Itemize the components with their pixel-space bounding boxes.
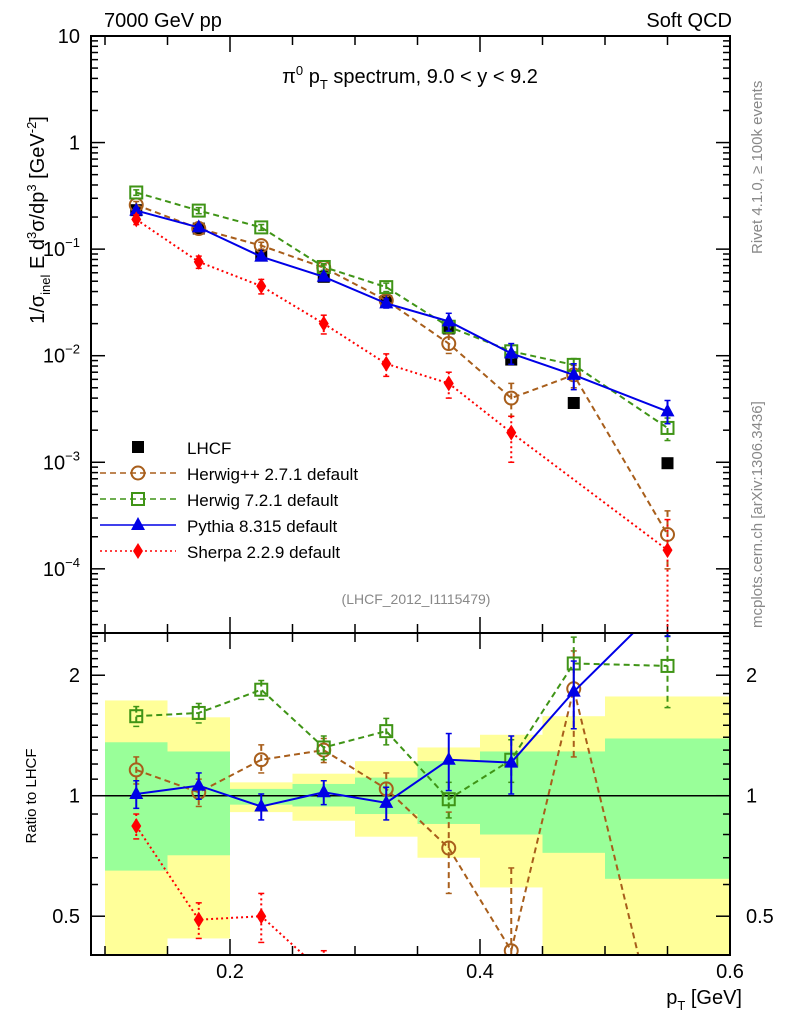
main-point-sherpa-2-2-9-default [193, 253, 204, 270]
main-point-herwig-7-2-1-default [254, 220, 269, 235]
main-point-herwig-7-2-1-default [129, 185, 144, 200]
main-point-herwig-2-7-1-default [503, 390, 519, 406]
ratio-point-pythia-8-315-default [129, 785, 144, 799]
ratio-band-inner [542, 751, 605, 853]
ratio-y-axis-label: Ratio to LHCF [23, 748, 40, 843]
ratio-y-tick-label-right: 1 [746, 786, 757, 808]
main-y-tick-label: 10−1 [43, 235, 80, 261]
ratio-plot-frame [90, 632, 731, 956]
legend-marker [133, 543, 143, 559]
x-tick-label: 0.4 [466, 961, 494, 983]
ratio-band-inner [605, 738, 730, 879]
ratio-point-pythia-8-315-default [661, 591, 675, 604]
ratio-point-herwig-2-7-1-default [253, 752, 269, 768]
legend-marker [130, 465, 146, 481]
main-point-pythia-8-315-default [129, 202, 144, 216]
plot-title: π0 pT spectrum, 9.0 < y < 9.2 [282, 63, 538, 92]
ratio-point-herwig-7-2-1-default [316, 740, 331, 755]
ratio-point-pythia-8-315-default [379, 794, 394, 808]
main-point-pythia-8-315-default [379, 295, 394, 309]
main-point-sherpa-2-2-9-default [506, 424, 517, 441]
header-right: Soft QCD [646, 10, 732, 32]
main-point-sherpa-2-2-9-default [318, 315, 329, 332]
ratio-point-herwig-2-7-1-default [128, 762, 144, 778]
main-y-tick-label: 10 [58, 26, 80, 48]
x-axis-label: pT [GeV] [666, 987, 742, 1013]
legend: LHCF Herwig++ 2.7.1 default Herwig 7.2.1 d… [100, 439, 358, 562]
ratio-point-sherpa-2-2-9-default [193, 911, 204, 928]
rivet-version-label: Rivet 4.1.0, ≥ 100k events [749, 81, 766, 254]
ratio-point-pythia-8-315-default [566, 683, 581, 697]
ratio-point-pythia-8-315-default [191, 777, 206, 791]
ratio-point-sherpa-2-2-9-default [256, 908, 267, 925]
ratio-point-sherpa-2-2-9-default [319, 965, 329, 981]
main-point-sherpa-2-2-9-default [662, 542, 673, 559]
main-y-tick-label: 10−3 [43, 448, 80, 474]
main-point-pythia-8-315-default [566, 366, 581, 380]
ratio-point-herwig-2-7-1-default [503, 943, 519, 955]
ratio-point-sherpa-2-2-9-default [131, 818, 142, 835]
x-tick-label: 0.2 [216, 961, 244, 983]
main-point-pythia-8-315-default [254, 248, 269, 262]
ratio-point-pythia-8-315-default [504, 754, 519, 768]
ratio-point-herwig-7-2-1-default [441, 792, 456, 807]
ratio-point-herwig-7-2-1-default [254, 682, 269, 697]
main-point-pythia-8-315-default [316, 268, 331, 282]
main-point-sherpa-2-2-9-default [443, 375, 454, 392]
ratio-point-pythia-8-315-default [316, 784, 331, 798]
ratio-point-pythia-8-315-default [441, 751, 456, 765]
axes: 10 1 10−1 10−2 10−3 10−4 0.5 0.5 1 1 2 2 0.2 0.4 0.6 [43, 26, 774, 983]
main-point-pythia-8-315-default [191, 219, 206, 233]
legend-marker [132, 441, 144, 453]
main-line-herwig-7-2-1-default [135, 191, 669, 429]
ratio-line-herwig-7-2-1-default [136, 662, 668, 801]
legend-label: Pythia 8.315 default [187, 517, 338, 536]
ratio-y-tick-label-left: 2 [69, 665, 80, 687]
ratio-y-tick-label-right: 0.5 [746, 906, 774, 928]
ratio-y-tick-label-left: 1 [69, 786, 80, 808]
main-point-herwig-2-7-1-default [441, 336, 457, 352]
main-point-pythia-8-315-default [441, 313, 456, 327]
ratio-point-pythia-8-315-default [254, 798, 269, 812]
ratio-point-herwig-7-2-1-default [129, 709, 144, 724]
ratio-point-herwig-7-2-1-default [379, 724, 394, 739]
main-point-sherpa-2-2-9-default [256, 278, 267, 295]
main-line-pythia-8-315-default [135, 209, 668, 413]
x-tick-label: 0.6 [716, 961, 744, 983]
ratio-point-herwig-7-2-1-default [191, 705, 206, 720]
legend-marker [131, 492, 145, 506]
header-left: 7000 GeV pp [104, 10, 222, 32]
main-line-herwig-2-7-1-default [135, 203, 669, 536]
main-line-sherpa-2-2-9-default [135, 218, 669, 551]
legend-label: Herwig 7.2.1 default [187, 491, 338, 510]
main-point-herwig-7-2-1-default [191, 203, 206, 218]
main-point-herwig-7-2-1-default [379, 280, 394, 295]
main-point-lhcf [567, 396, 580, 409]
ratio-y-tick-label-left: 0.5 [52, 906, 80, 928]
main-point-lhcf [661, 457, 674, 470]
legend-marker [131, 517, 145, 530]
ratio-point-herwig-2-7-1-default [441, 840, 457, 856]
ratio-y-tick-label-right: 2 [746, 665, 757, 687]
mcplots-label: mcplots.cern.ch [arXiv:1306.3436] [749, 401, 766, 628]
main-series [128, 185, 675, 633]
analysis-id-label: (LHCF_2012_I1115479) [342, 591, 491, 607]
ratio-series [128, 591, 675, 981]
main-point-sherpa-2-2-9-default [381, 355, 392, 372]
legend-label: Herwig++ 2.7.1 default [187, 465, 358, 484]
main-y-tick-label: 10−4 [43, 555, 80, 581]
ratio-point-herwig-7-2-1-default [660, 658, 675, 673]
main-y-tick-label: 1 [69, 133, 80, 155]
main-point-pythia-8-315-default [504, 345, 519, 359]
main-point-pythia-8-315-default [660, 403, 675, 417]
legend-label: LHCF [187, 439, 231, 458]
main-y-axis-label: 1/σinel E d3σ/dp3 [GeV-2] [24, 116, 53, 324]
main-point-sherpa-2-2-9-default [131, 211, 142, 228]
main-y-tick-label: 10−2 [43, 342, 80, 368]
legend-label: Sherpa 2.2.9 default [187, 543, 340, 562]
